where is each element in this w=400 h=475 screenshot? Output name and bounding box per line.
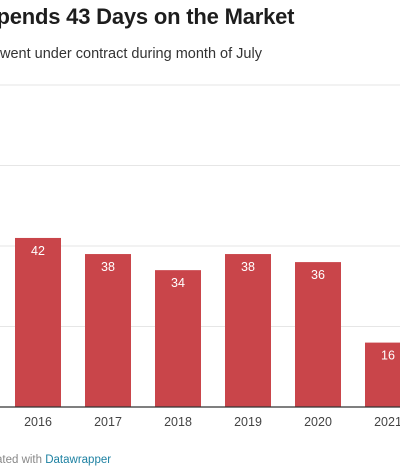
bar-2018 [155, 270, 201, 407]
bar-2021 [365, 342, 400, 407]
data-label-2017: 38 [101, 260, 115, 274]
x-tick-2021: 2021 [374, 415, 400, 429]
credit-prefix: ated with [0, 454, 46, 466]
credit-line: ated with Datawrapper [0, 454, 111, 466]
x-tick-2020: 2020 [304, 415, 332, 429]
bar-2017 [85, 254, 131, 407]
chart-subtitle: went under contract during month of July [0, 46, 262, 62]
x-tick-2017: 2017 [94, 415, 122, 429]
x-tick-2016: 2016 [24, 415, 52, 429]
x-tick-2019: 2019 [234, 415, 262, 429]
chart-title: Spends 43 Days on the Market [0, 4, 295, 29]
bar-2016 [15, 237, 61, 407]
data-label-2019: 38 [241, 260, 255, 274]
bar-2020 [295, 262, 341, 407]
datawrapper-link[interactable]: Datawrapper [45, 454, 112, 466]
data-label-2020: 36 [311, 268, 325, 282]
bar-2019 [225, 254, 271, 407]
data-label-2018: 34 [171, 276, 185, 290]
data-label-2016: 42 [31, 244, 45, 258]
x-tick-2018: 2018 [164, 415, 192, 429]
data-label-2021: 16 [381, 349, 395, 363]
